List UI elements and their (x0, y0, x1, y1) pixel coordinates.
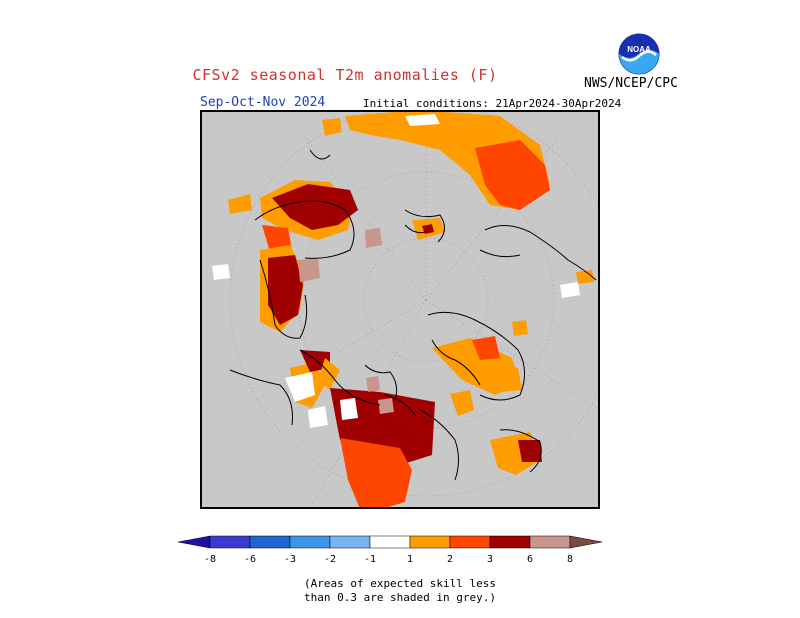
colorbar-arrow-low (177, 535, 211, 549)
coastlines (229, 149, 597, 481)
region-eurasia (322, 110, 550, 240)
colorbar-boxes (177, 535, 603, 549)
colorbar-box (449, 535, 491, 549)
season-label: Sep-Oct-Nov 2024 (200, 95, 326, 110)
colorbar-label: 1 (407, 554, 413, 565)
colorbar-box (369, 535, 411, 549)
colorbar-label: -8 (204, 554, 216, 565)
colorbar-label: -2 (324, 554, 336, 565)
initial-conditions-label: Initial conditions: 21Apr2024-30Apr2024 (363, 97, 622, 110)
region-europe (212, 180, 382, 332)
skill-note: (Areas of expected skill less than 0.3 a… (300, 577, 500, 605)
map-title: CFSv2 seasonal T2m anomalies (F) (192, 66, 498, 84)
colorbar-label: -6 (244, 554, 256, 565)
colorbar-arrow-high (569, 535, 603, 549)
skill-note-line2: than 0.3 are shaded in grey.) (303, 591, 497, 604)
colorbar-box (409, 535, 451, 549)
colorbar-label: 2 (447, 554, 453, 565)
colorbar-label: -3 (284, 554, 296, 565)
colorbar-label: 8 (567, 554, 573, 565)
region-siberia (432, 270, 594, 475)
colorbar-box (329, 535, 371, 549)
colorbar-label: 6 (527, 554, 533, 565)
colorbar-label: 3 (487, 554, 493, 565)
colorbar-box (209, 535, 251, 549)
skill-note-line1: (Areas of expected skill less (303, 577, 497, 590)
anomaly-map (200, 110, 600, 509)
colorbar-label: -1 (364, 554, 376, 565)
colorbar-box (489, 535, 531, 549)
noaa-logo-text: NOAA (627, 45, 651, 54)
colorbar-labels: -8 -6 -3 -2 -1 1 2 3 6 8 (204, 554, 573, 565)
map-frame (200, 110, 600, 509)
colorbar-box (529, 535, 571, 549)
colorbar: -8 -6 -3 -2 -1 1 2 3 6 8 (177, 535, 603, 565)
noaa-logo: NOAA (618, 33, 660, 75)
agency-label: NWS/NCEP/CPC (584, 76, 678, 91)
colorbar-box (289, 535, 331, 549)
colorbar-box (249, 535, 291, 549)
